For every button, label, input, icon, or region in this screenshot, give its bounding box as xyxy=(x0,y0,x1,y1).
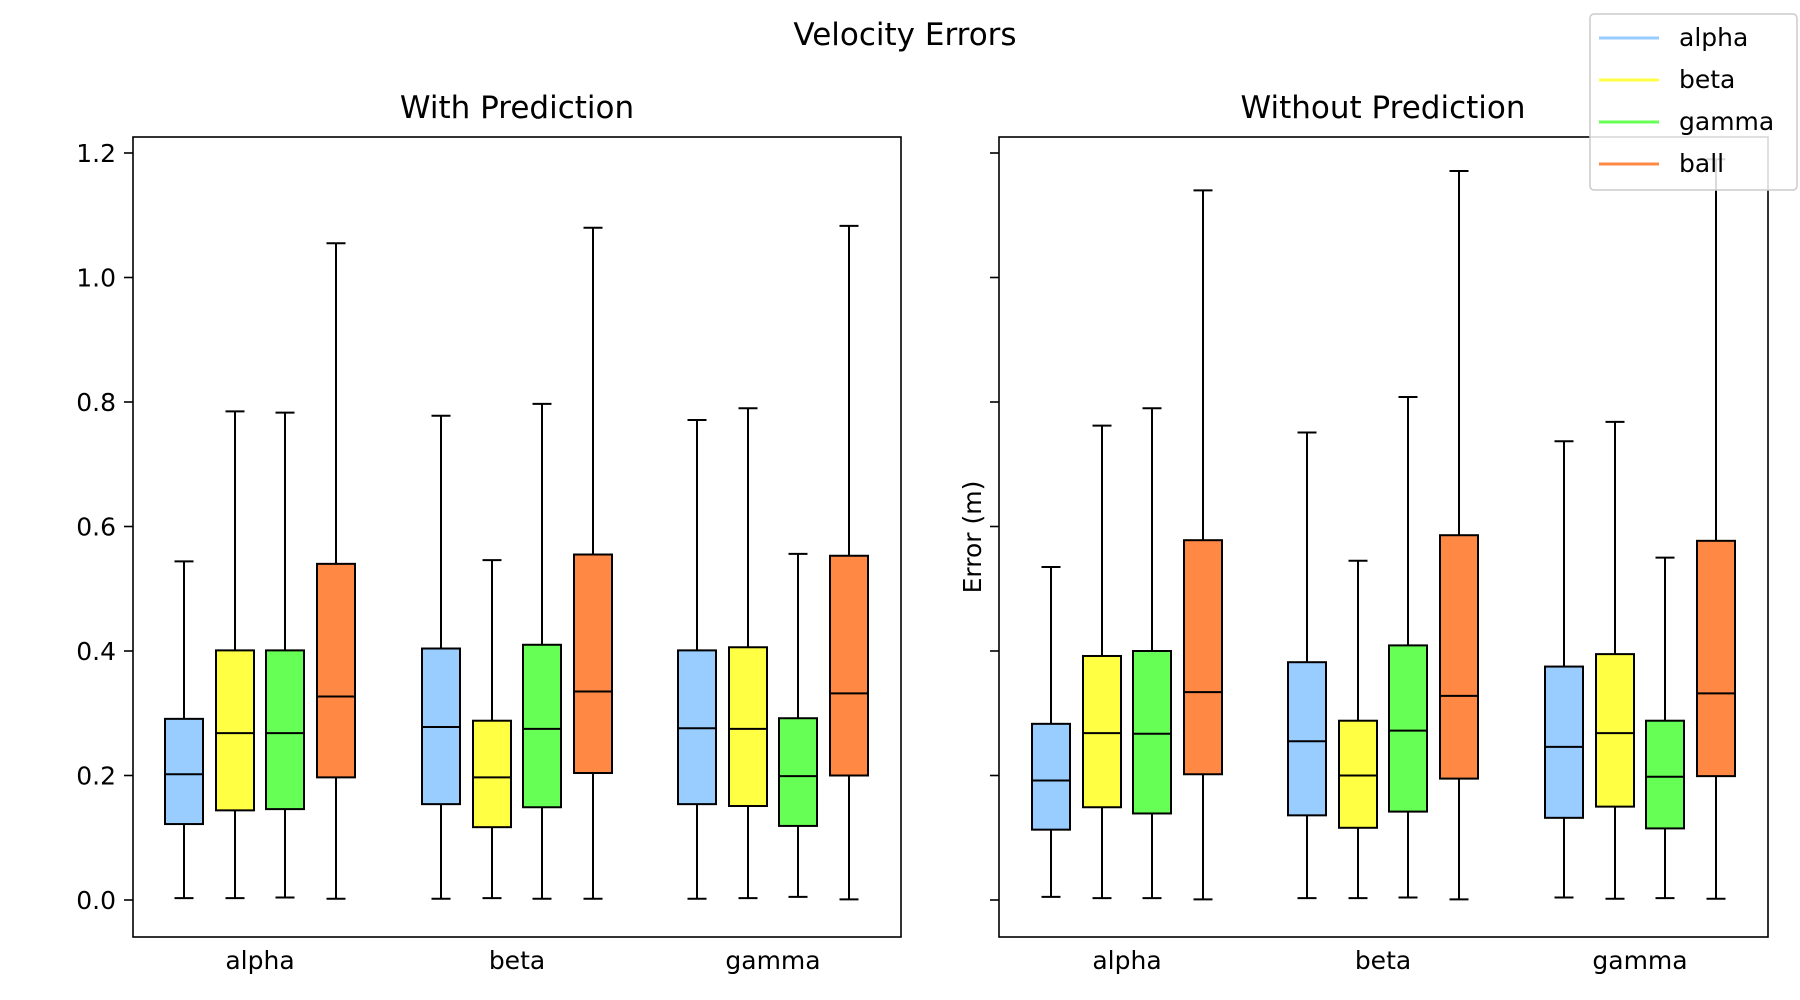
box-body xyxy=(728,646,768,808)
x-tick-label: beta xyxy=(1355,946,1411,975)
figure-title: Velocity Errors xyxy=(793,17,1016,53)
x-tick-label: gamma xyxy=(725,946,820,975)
panel-with-prediction: With Prediction 0.0 0.2 0.4 0.6 0.8 1.0 1.2 al… xyxy=(76,90,902,975)
legend: alpha beta gamma ball xyxy=(1589,13,1798,191)
box-body xyxy=(1132,650,1172,815)
box-body xyxy=(215,649,255,812)
box-body xyxy=(1031,722,1071,831)
box-alpha-ball xyxy=(316,242,356,900)
y-axis-label: Error (m) xyxy=(958,481,987,594)
box-body xyxy=(522,643,562,809)
box-gamma-ball xyxy=(1696,158,1736,900)
box-body xyxy=(265,649,305,811)
plot-frame-without-prediction xyxy=(998,136,1769,938)
box-body xyxy=(1338,719,1378,829)
box-gamma-beta xyxy=(1595,420,1635,900)
box-gamma-gamma xyxy=(778,552,818,898)
legend-label: gamma xyxy=(1679,107,1774,136)
box-body xyxy=(1696,539,1736,778)
y-tick-label: 1.0 xyxy=(76,264,116,293)
y-tick-label: 0.2 xyxy=(76,762,116,791)
box-alpha-alpha xyxy=(164,560,204,900)
box-body xyxy=(1645,719,1685,830)
panel-without-prediction: Without Prediction Error (m) alpha beta … xyxy=(958,90,1769,975)
box-beta-alpha xyxy=(421,414,461,900)
box-alpha-gamma xyxy=(265,411,305,899)
box-beta-ball xyxy=(573,226,613,900)
boxes-without-prediction xyxy=(1031,158,1736,901)
x-tick-label: alpha xyxy=(225,946,294,975)
panel-title-with-prediction: With Prediction xyxy=(400,90,634,126)
plot-frame-with-prediction xyxy=(132,136,902,938)
box-gamma-alpha xyxy=(1544,440,1584,899)
y-axis-ticks-right xyxy=(990,152,999,901)
box-alpha-alpha xyxy=(1031,565,1071,898)
boxes-with-prediction xyxy=(164,224,869,901)
box-beta-beta xyxy=(472,559,512,900)
x-tick-label: beta xyxy=(489,946,545,975)
box-gamma-ball xyxy=(829,224,869,901)
legend-label: ball xyxy=(1679,149,1724,178)
box-gamma-gamma xyxy=(1645,556,1685,900)
box-body xyxy=(1544,665,1584,819)
box-body xyxy=(316,562,356,779)
x-tick-label: alpha xyxy=(1092,946,1161,975)
box-gamma-beta xyxy=(728,407,768,900)
box-body xyxy=(1287,661,1327,817)
box-body xyxy=(1595,653,1635,808)
box-body xyxy=(1082,654,1122,809)
y-tick-label: 0.6 xyxy=(76,513,116,542)
y-tick-label: 1.2 xyxy=(76,139,116,168)
box-gamma-alpha xyxy=(677,419,717,900)
box-body xyxy=(164,717,204,826)
box-alpha-beta xyxy=(1082,424,1122,900)
box-beta-alpha xyxy=(1287,431,1327,900)
y-tick-label: 0.8 xyxy=(76,388,116,417)
x-tick-label: gamma xyxy=(1592,946,1687,975)
legend-label: beta xyxy=(1679,65,1735,94)
box-beta-beta xyxy=(1338,559,1378,900)
box-body xyxy=(778,717,818,827)
box-alpha-gamma xyxy=(1132,407,1172,900)
box-body xyxy=(573,553,613,775)
y-axis-ticks-left: 0.0 0.2 0.4 0.6 0.8 1.0 1.2 xyxy=(76,139,133,915)
panel-title-without-prediction: Without Prediction xyxy=(1240,90,1525,126)
box-body xyxy=(1388,644,1428,813)
legend-frame xyxy=(1589,13,1798,191)
box-beta-gamma xyxy=(522,402,562,900)
box-body xyxy=(829,554,869,777)
box-beta-gamma xyxy=(1388,396,1428,899)
box-body xyxy=(1439,534,1479,780)
legend-label: alpha xyxy=(1679,23,1748,52)
box-body xyxy=(1183,539,1223,776)
box-body xyxy=(472,719,512,829)
box-alpha-beta xyxy=(215,410,255,900)
box-beta-ball xyxy=(1439,170,1479,901)
y-tick-label: 0.4 xyxy=(76,637,116,666)
box-alpha-ball xyxy=(1183,189,1223,901)
y-tick-label: 0.0 xyxy=(76,886,116,915)
